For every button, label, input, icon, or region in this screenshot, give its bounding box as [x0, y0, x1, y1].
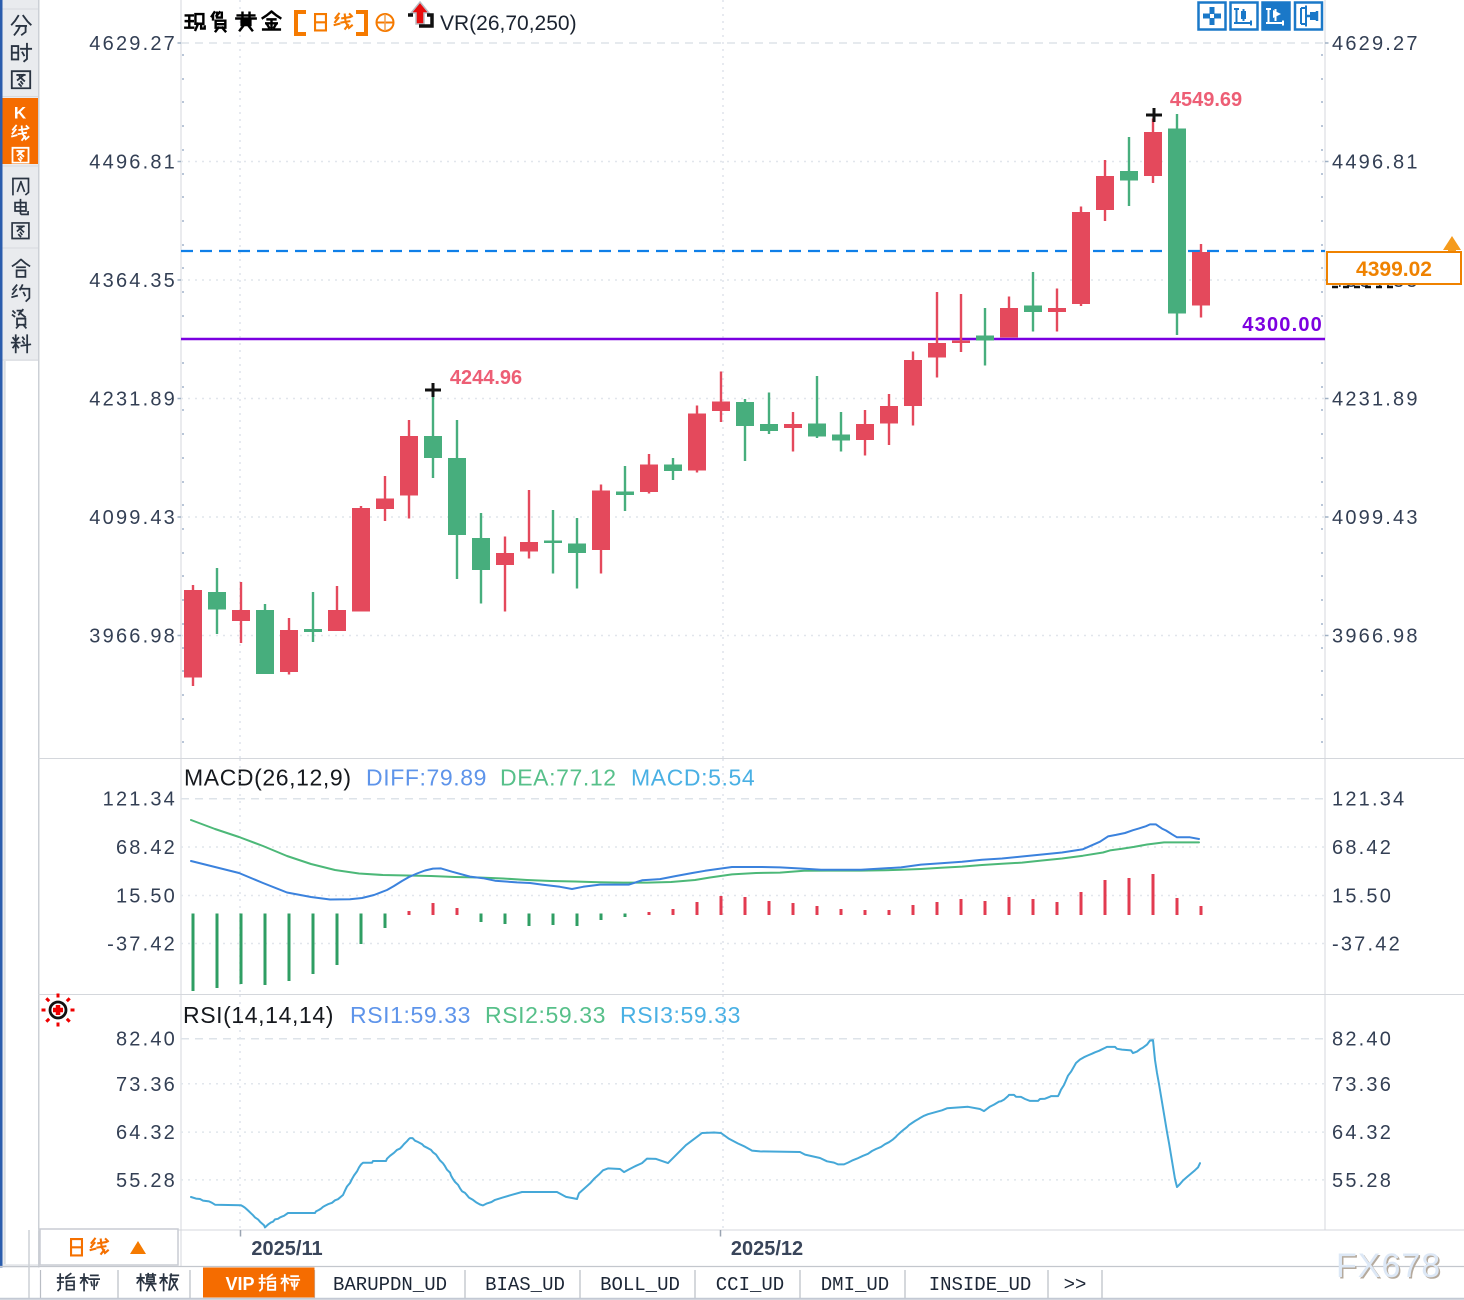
svg-text:K: K: [14, 104, 27, 123]
svg-text:-37.42: -37.42: [1332, 934, 1402, 956]
svg-text:4231.89: 4231.89: [89, 389, 177, 411]
svg-text:-37.42: -37.42: [107, 934, 177, 956]
svg-text:4549.69: 4549.69: [1170, 89, 1242, 111]
svg-text:64.32: 64.32: [116, 1122, 177, 1144]
svg-text:55.28: 55.28: [1332, 1170, 1393, 1192]
svg-text:4399.02: 4399.02: [1356, 258, 1432, 281]
svg-text:68.42: 68.42: [1332, 837, 1393, 859]
svg-text:MACD(26,12,9): MACD(26,12,9): [184, 765, 352, 791]
svg-text:82.40: 82.40: [116, 1029, 177, 1051]
svg-text:2025/11: 2025/11: [251, 1238, 322, 1260]
svg-text:4244.96: 4244.96: [450, 367, 522, 389]
svg-text:RSI2:59.33: RSI2:59.33: [485, 1002, 606, 1028]
svg-text:VIP: VIP: [225, 1274, 254, 1294]
svg-text:BIAS_UD: BIAS_UD: [485, 1274, 565, 1296]
svg-text:73.36: 73.36: [116, 1074, 177, 1096]
svg-text:FX678: FX678: [1336, 1247, 1441, 1285]
svg-text:82.40: 82.40: [1332, 1029, 1393, 1051]
svg-text:INSIDE_UD: INSIDE_UD: [929, 1274, 1032, 1296]
svg-text:4099.43: 4099.43: [89, 507, 177, 529]
svg-text:55.28: 55.28: [116, 1170, 177, 1192]
svg-text:RSI(14,14,14): RSI(14,14,14): [183, 1002, 334, 1028]
svg-text:RSI3:59.33: RSI3:59.33: [620, 1002, 741, 1028]
svg-text:4099.43: 4099.43: [1332, 507, 1420, 529]
svg-text:VR(26,70,250): VR(26,70,250): [440, 12, 577, 35]
svg-text:4629.27: 4629.27: [1332, 33, 1420, 55]
svg-text:BOLL_UD: BOLL_UD: [600, 1274, 680, 1296]
svg-text:CCI_UD: CCI_UD: [716, 1274, 784, 1296]
svg-text:68.42: 68.42: [116, 837, 177, 859]
svg-text:4231.89: 4231.89: [1332, 389, 1420, 411]
svg-text:RSI1:59.33: RSI1:59.33: [350, 1002, 471, 1028]
svg-text:2025/12: 2025/12: [731, 1238, 803, 1260]
svg-text:3966.98: 3966.98: [89, 626, 177, 648]
svg-text:DIFF:79.89: DIFF:79.89: [366, 765, 487, 791]
svg-text:BARUPDN_UD: BARUPDN_UD: [333, 1274, 447, 1296]
svg-text:15.50: 15.50: [1332, 886, 1393, 908]
svg-text:121.34: 121.34: [103, 789, 177, 811]
svg-text:4496.81: 4496.81: [1332, 152, 1420, 174]
svg-text:15.50: 15.50: [116, 886, 177, 908]
svg-text:121.34: 121.34: [1332, 789, 1406, 811]
svg-text:4496.81: 4496.81: [89, 152, 177, 174]
svg-text:64.32: 64.32: [1332, 1122, 1393, 1144]
svg-text:4629.27: 4629.27: [89, 33, 177, 55]
svg-text:DMI_UD: DMI_UD: [821, 1274, 889, 1296]
svg-text:MACD:5.54: MACD:5.54: [631, 765, 755, 791]
svg-text:73.36: 73.36: [1332, 1074, 1393, 1096]
svg-text:4300.00: 4300.00: [1242, 314, 1323, 336]
svg-text:4364.35: 4364.35: [89, 270, 177, 292]
svg-text:3966.98: 3966.98: [1332, 626, 1420, 648]
svg-text:>>: >>: [1064, 1274, 1087, 1296]
svg-text:FX678: FX678: [1338, 1249, 1443, 1287]
svg-text:DEA:77.12: DEA:77.12: [500, 765, 617, 791]
